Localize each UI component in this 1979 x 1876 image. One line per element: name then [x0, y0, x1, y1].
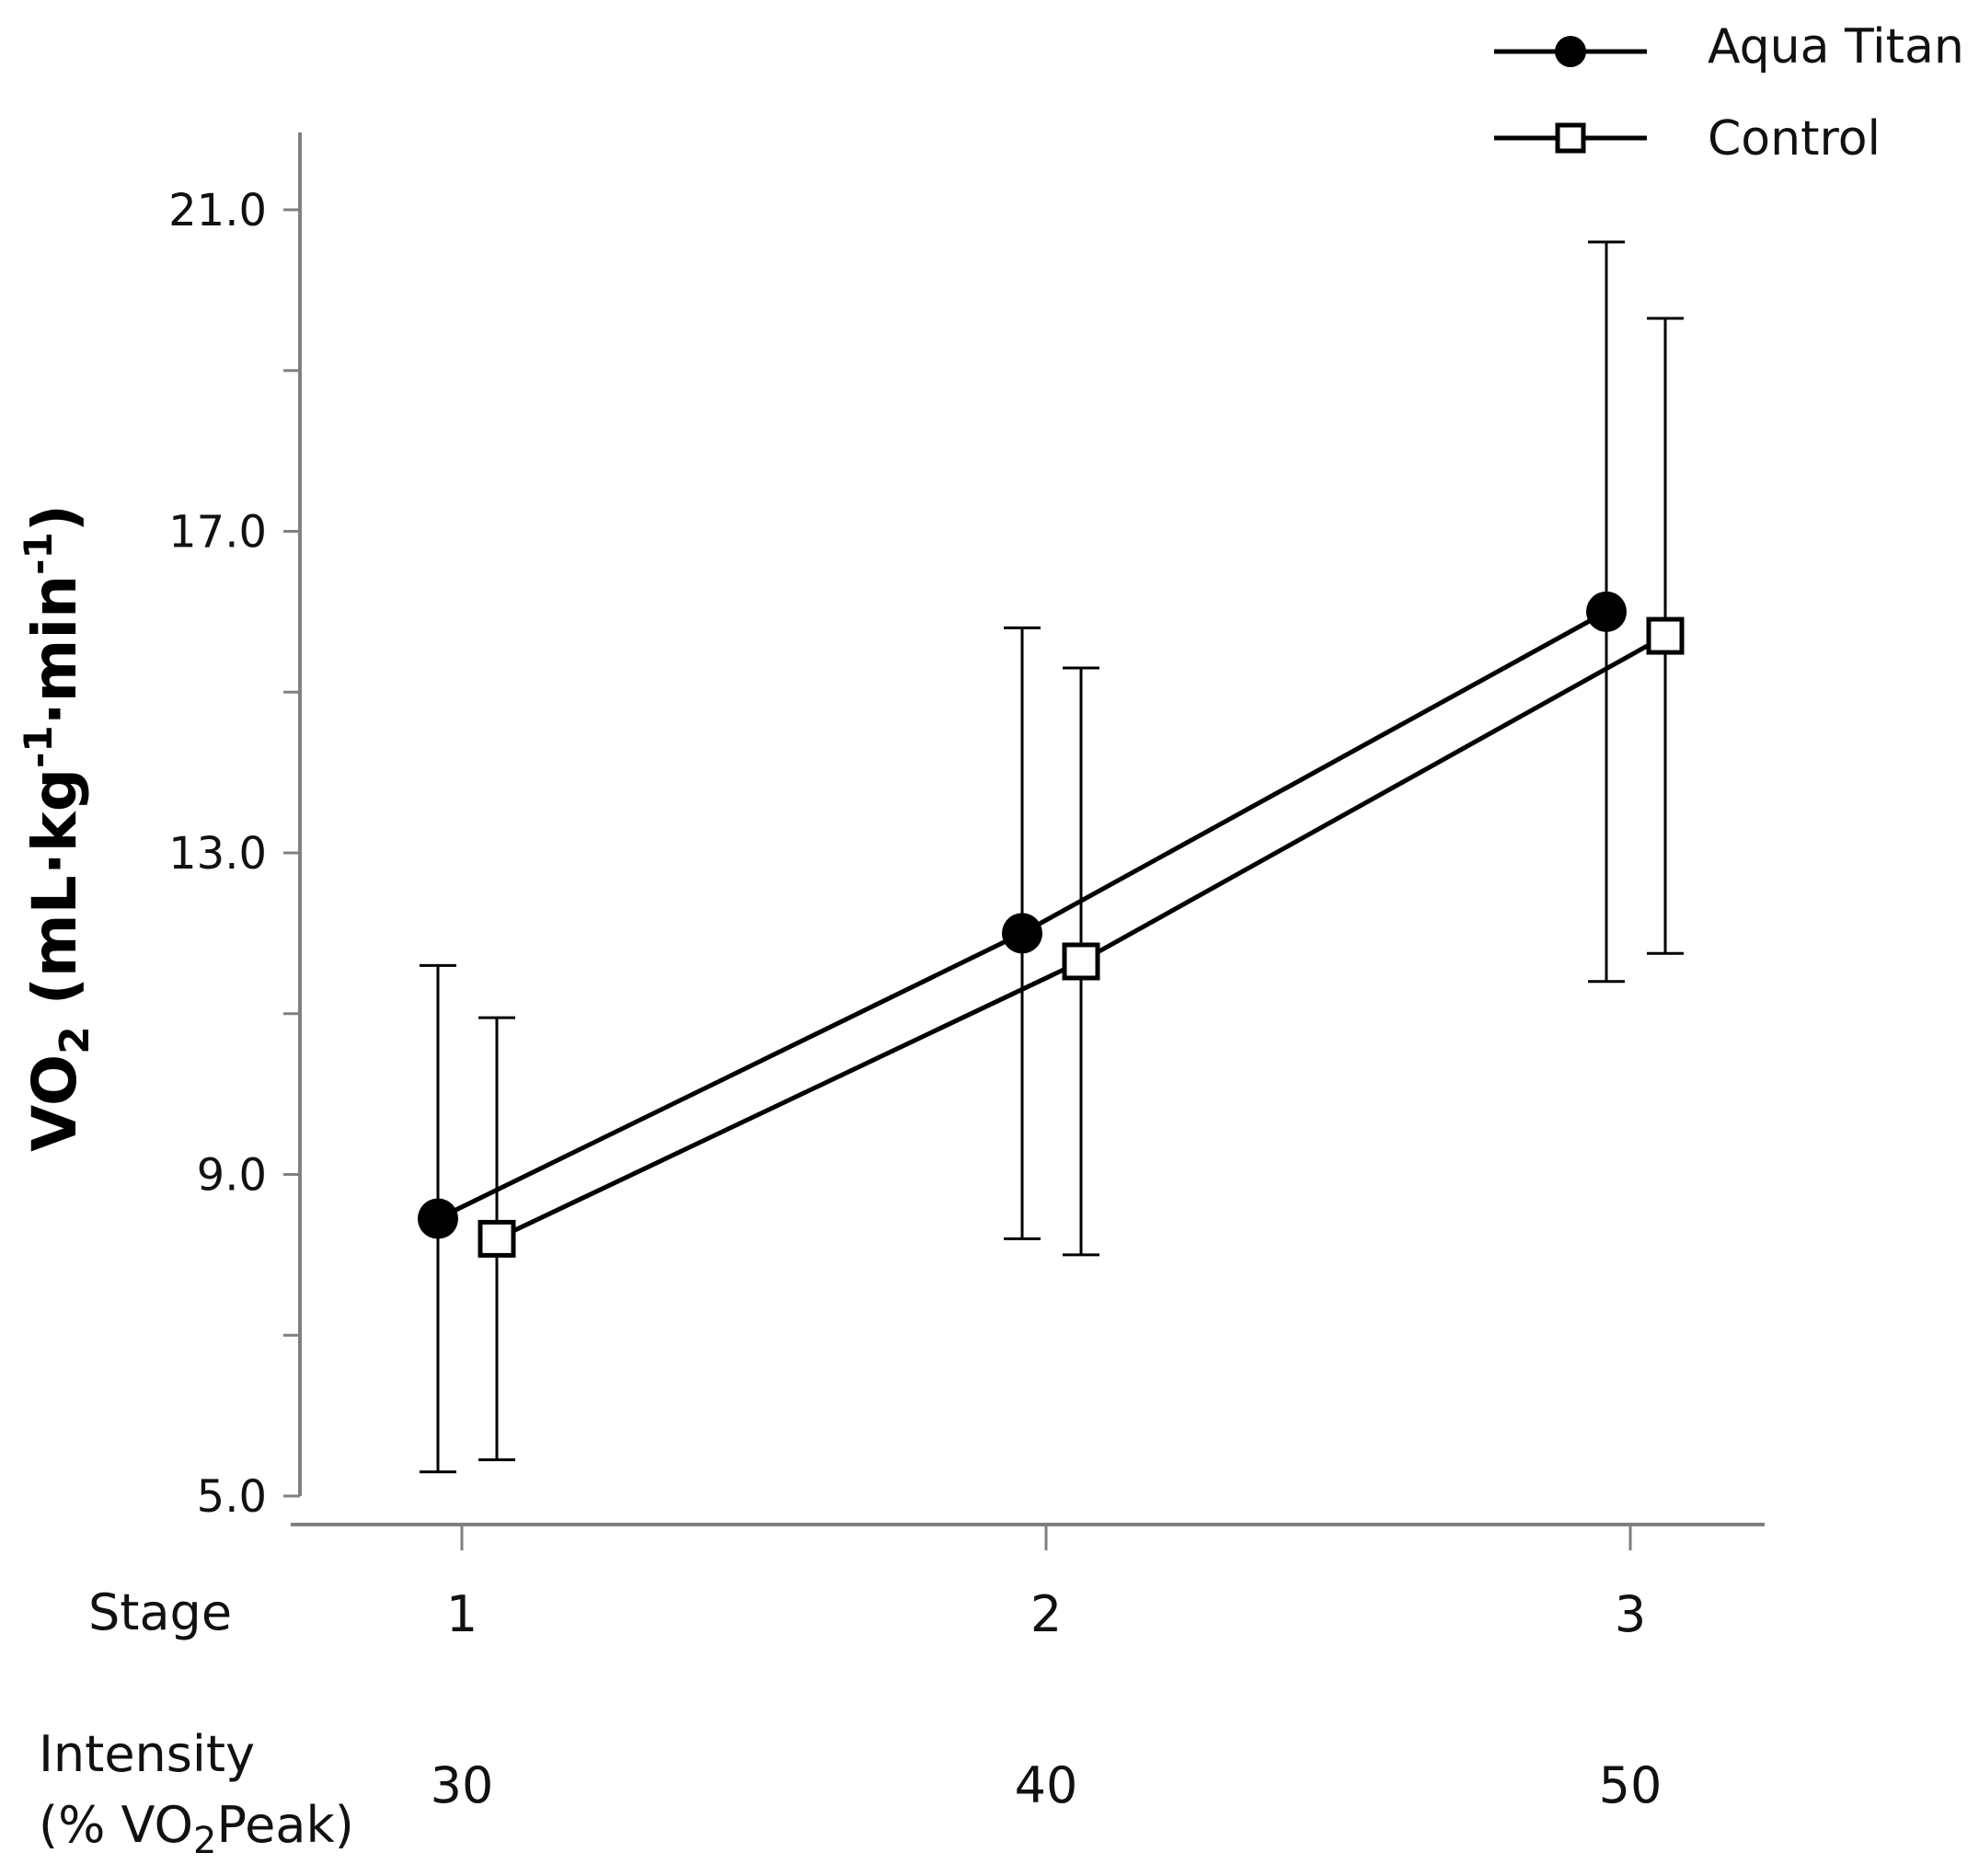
y-label-unit-open: (mL·kg [19, 768, 90, 1026]
data-point [418, 1198, 458, 1239]
x-ticks [460, 1525, 1632, 1550]
y-label-sup1: -1 [16, 725, 61, 768]
legend-aqua-titan-label: Aqua Titan [1708, 19, 1964, 75]
data-point [1062, 942, 1100, 981]
data-point [1646, 616, 1685, 655]
y-label-main: VO [19, 1054, 90, 1152]
stage-label: 1 [446, 1585, 477, 1643]
y-label-sub: 2 [52, 1026, 98, 1054]
stage-labels: 1 2 3 [446, 1585, 1646, 1643]
series-layer [418, 240, 1685, 1474]
y-tick-label: 5.0 [197, 1471, 267, 1523]
intensity-row-sublabel: (% VO2Peak) [39, 1796, 354, 1862]
legend-control-label: Control [1708, 111, 1881, 167]
y-label-unit-close: ) [19, 504, 90, 532]
y-tick-label: 13.0 [168, 828, 267, 880]
y-tick-label: 21.0 [168, 185, 267, 236]
legend: Aqua Titan Control [1494, 19, 1964, 167]
y-axis-label: VO2 (mL·kg-1·min-1) [16, 504, 98, 1152]
intensity-label: 40 [1015, 1756, 1078, 1814]
intensity-label: 50 [1599, 1756, 1663, 1814]
intensity-sublabel-pre: (% VO [39, 1796, 193, 1854]
intensity-row-label: Intensity [39, 1725, 255, 1783]
y-tick-labels: 5.0 9.0 13.0 17.0 21.0 [168, 185, 267, 1523]
stage-label: 2 [1030, 1585, 1062, 1643]
series-aqua-titan [418, 240, 1627, 1474]
legend-control-marker [1555, 122, 1586, 154]
y-ticks [283, 208, 300, 1498]
y-label-sup2: -1 [16, 532, 61, 575]
intensity-sublabel-post: Peak) [217, 1796, 354, 1854]
data-point [1586, 591, 1627, 632]
intensity-label: 30 [431, 1756, 494, 1814]
y-tick-label: 17.0 [168, 507, 267, 558]
data-point [477, 1219, 516, 1258]
stage-row-label: Stage [88, 1583, 232, 1641]
intensity-sublabel-sub: 2 [193, 1820, 216, 1862]
y-tick-label: 9.0 [197, 1150, 267, 1202]
legend-aqua-titan-marker [1555, 36, 1586, 67]
series-control [477, 317, 1685, 1462]
data-point [1002, 913, 1042, 954]
intensity-labels: 30 40 50 [431, 1756, 1663, 1814]
stage-label: 3 [1615, 1585, 1646, 1643]
y-label-unit-mid: ·min [19, 575, 90, 725]
